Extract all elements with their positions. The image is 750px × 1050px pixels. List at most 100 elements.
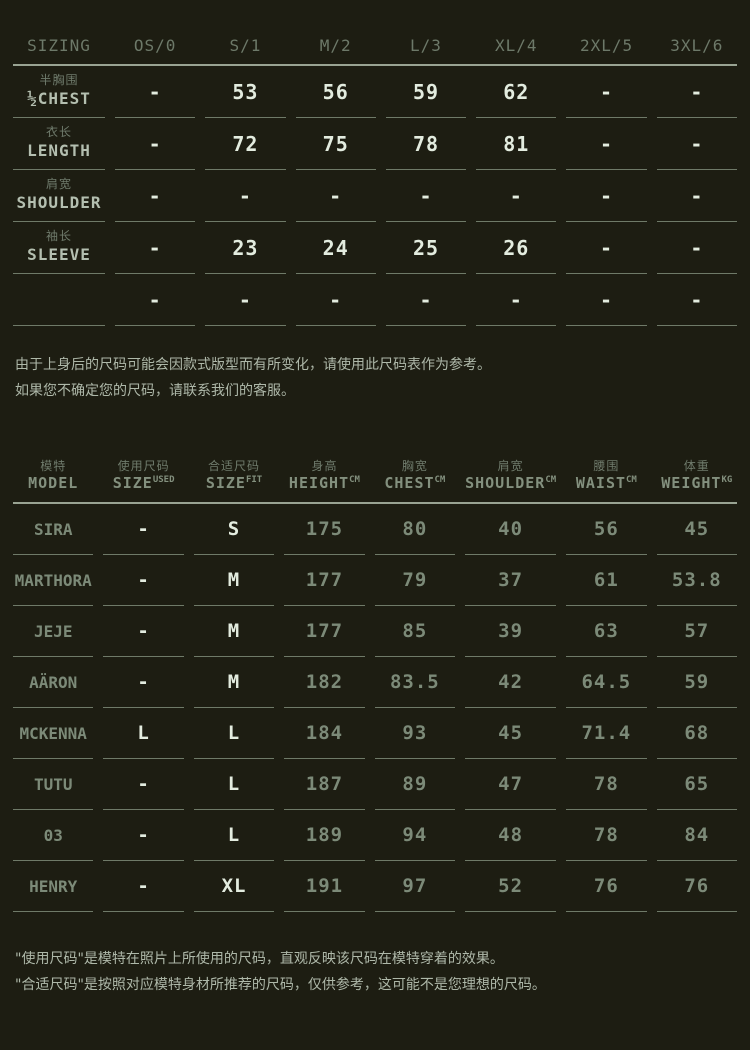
row-label-blank — [13, 274, 105, 326]
model-size-fit: M — [193, 555, 275, 606]
size-value: - — [656, 222, 737, 274]
model-size-used: - — [103, 861, 184, 912]
row-label-en: SLEEVE — [27, 244, 91, 264]
model-name: MARTHORA — [13, 555, 94, 606]
size-value: - — [295, 274, 376, 326]
model-header-en: SHOULDER CM — [465, 473, 557, 492]
size-value: - — [566, 170, 647, 222]
model-name: MCKENNA — [13, 708, 94, 759]
size-value: - — [656, 274, 737, 326]
sizing-header-s1: S/1 — [229, 35, 262, 55]
model-name: 03 — [13, 810, 94, 861]
model-name: TUTU — [13, 759, 94, 810]
model-height: 175 — [284, 504, 365, 555]
size-value: - — [566, 66, 647, 118]
size-value: - — [476, 274, 557, 326]
model-shoulder: 48 — [465, 810, 557, 861]
model-height: 177 — [284, 555, 365, 606]
size-value: 75 — [295, 118, 376, 170]
size-value: - — [656, 66, 737, 118]
model-shoulder: 37 — [465, 555, 557, 606]
model-height: 177 — [284, 606, 365, 657]
size-value: - — [205, 274, 286, 326]
model-weight: 59 — [656, 657, 737, 708]
size-value: 62 — [476, 66, 557, 118]
sizing-header-rule — [13, 64, 737, 66]
sizing-header-2xl5: 2XL/5 — [579, 35, 634, 55]
model-shoulder: 39 — [465, 606, 557, 657]
size-value: - — [115, 274, 196, 326]
model-shoulder: 47 — [465, 759, 557, 810]
model-chest: 85 — [374, 606, 456, 657]
model-waist: 78 — [566, 810, 647, 861]
size-value: 72 — [205, 118, 286, 170]
size-value: 26 — [476, 222, 557, 274]
model-chest: 94 — [374, 810, 456, 861]
model-size-fit: M — [193, 606, 275, 657]
sizing-header-os0: OS/0 — [133, 35, 177, 55]
model-header-zh: 胸宽 — [401, 458, 428, 473]
model-size-fit: XL — [193, 861, 275, 912]
row-label-length: 衣长 LENGTH — [13, 118, 105, 170]
model-height: 184 — [284, 708, 365, 759]
model-waist: 76 — [566, 861, 647, 912]
model-size-fit: S — [193, 504, 275, 555]
model-waist: 78 — [566, 759, 647, 810]
model-header-size-fit: 合适尺码 SIZE FIT — [194, 446, 274, 502]
row-label-en: LENGTH — [27, 140, 91, 160]
row-label-en: ½CHEST — [27, 88, 91, 108]
model-weight: 57 — [656, 606, 737, 657]
size-value: - — [566, 118, 647, 170]
model-shoulder: 40 — [465, 504, 557, 555]
model-chest: 80 — [374, 504, 456, 555]
model-header-model: 模特 MODEL — [13, 446, 93, 502]
model-name: JEJE — [13, 606, 94, 657]
sizing-table: SIZING OS/0 S/1 M/2 L/3 XL/4 2XL/5 3XL/6… — [0, 26, 750, 326]
size-value: 23 — [205, 222, 286, 274]
model-size-fit: L — [193, 708, 275, 759]
row-label-chest: 半胸围 ½CHEST — [13, 66, 105, 118]
size-value: - — [385, 274, 467, 326]
model-header-en: WEIGHT KG — [661, 473, 733, 492]
size-value: - — [476, 170, 557, 222]
model-shoulder: 52 — [465, 861, 557, 912]
size-value: - — [656, 170, 737, 222]
model-weight: 68 — [656, 708, 737, 759]
model-waist: 71.4 — [566, 708, 647, 759]
row-label-zh: 袖长 — [45, 229, 72, 244]
row-label-sleeve: 袖长 SLEEVE — [13, 222, 105, 274]
model-height: 189 — [284, 810, 365, 861]
row-label-zh: 衣长 — [45, 125, 72, 140]
model-header-size-used: 使用尺码 SIZE USED — [103, 446, 183, 502]
model-size-used: - — [103, 759, 184, 810]
model-table: 模特 MODEL 使用尺码 SIZE USED 合适尺码 SIZE FIT 身高 H… — [0, 446, 750, 912]
size-value: 81 — [476, 118, 557, 170]
model-header-zh: 体重 — [683, 458, 710, 473]
model-size-used: - — [103, 810, 184, 861]
size-value: - — [115, 66, 196, 118]
model-weight: 65 — [656, 759, 737, 810]
size-value: - — [115, 170, 196, 222]
size-value: 24 — [295, 222, 376, 274]
size-note-line2: 如果您不确定您的尺码，请联系我们的客服。 — [15, 383, 295, 399]
model-size-used: - — [103, 606, 184, 657]
model-name: SIRA — [13, 504, 94, 555]
model-header-shoulder: 肩宽 SHOULDER CM — [465, 446, 556, 502]
size-value: 56 — [295, 66, 376, 118]
model-height: 182 — [284, 657, 365, 708]
model-size-fit: L — [193, 759, 275, 810]
model-chest: 93 — [374, 708, 456, 759]
size-value: - — [566, 222, 647, 274]
model-shoulder: 45 — [465, 708, 557, 759]
model-header-zh: 使用尺码 — [117, 458, 170, 473]
model-size-used: L — [103, 708, 184, 759]
model-header-en: WAIST CM — [575, 473, 637, 492]
size-value: - — [566, 274, 647, 326]
model-header-zh: 身高 — [311, 458, 338, 473]
model-header-chest: 胸宽 CHEST CM — [375, 446, 455, 502]
size-value: - — [115, 222, 196, 274]
size-value: - — [115, 118, 196, 170]
model-header-zh: 合适尺码 — [208, 458, 261, 473]
model-header-zh: 模特 — [40, 458, 67, 473]
sizing-header-l3: L/3 — [410, 35, 442, 55]
